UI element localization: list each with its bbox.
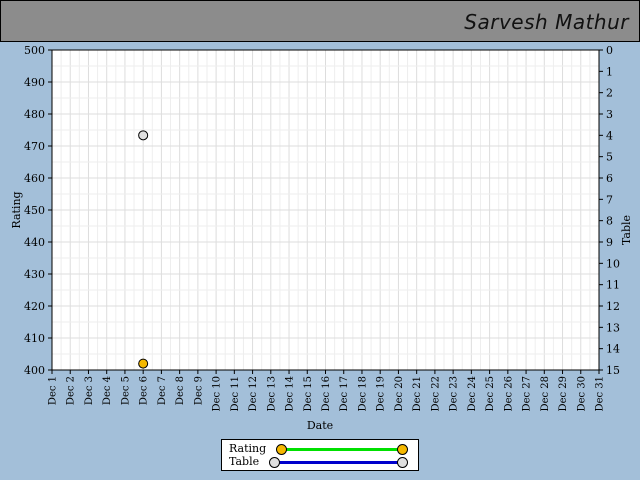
legend-marker xyxy=(397,444,408,455)
x-tick-label: Dec 14 xyxy=(285,376,296,411)
legend-marker xyxy=(397,457,408,468)
axes xyxy=(48,49,603,374)
y-tick-label: 400 xyxy=(24,364,45,377)
x-tick-label: Dec 16 xyxy=(321,376,332,411)
y2-tick-label: 14 xyxy=(606,343,620,356)
y2-tick-label: 12 xyxy=(606,300,620,313)
x-tick-label: Dec 12 xyxy=(248,376,259,411)
y2-tick-label: 0 xyxy=(606,44,613,57)
y-tick-label: 470 xyxy=(24,140,45,153)
x-tick-label: Dec 1 xyxy=(48,376,59,405)
x-tick-label: Dec 29 xyxy=(558,376,569,411)
x-tick-label: Dec 2 xyxy=(66,376,77,405)
x-tick-label: Dec 18 xyxy=(357,376,368,411)
header-bar: Sarvesh Mathur xyxy=(0,0,640,42)
y2-tick-label: 8 xyxy=(606,215,613,228)
y2-axis-label: Table xyxy=(620,215,633,245)
x-tick-label: Dec 22 xyxy=(430,376,441,411)
x-tick-label: Dec 7 xyxy=(157,376,168,405)
grid xyxy=(51,49,600,371)
y-tick-label: 450 xyxy=(24,204,45,217)
y2-tick-label: 15 xyxy=(606,364,620,377)
x-tick-label: Dec 24 xyxy=(467,376,478,411)
legend-item-rating: Rating xyxy=(222,442,418,456)
legend-label: Table xyxy=(229,455,260,468)
y-tick-label: 490 xyxy=(24,76,45,89)
data-points xyxy=(138,130,149,369)
y2-tick-label: 3 xyxy=(606,108,613,121)
x-tick-label: Dec 5 xyxy=(120,376,131,405)
header-title: Sarvesh Mathur xyxy=(464,10,629,34)
y-tick-label: 440 xyxy=(24,236,45,249)
x-tick-label: Dec 27 xyxy=(522,376,533,411)
y2-tick-label: 4 xyxy=(606,129,613,142)
y-tick-labels: 400 410 420 430 440 450 460 470 480 490 500 xyxy=(24,44,45,377)
x-tick-labels: Dec 1 Dec 2 Dec 3 Dec 4 Dec 5 Dec 6 Dec 7 Dec 8… xyxy=(48,376,606,411)
x-tick-label: Dec 6 xyxy=(139,376,150,405)
x-tick-label: Dec 30 xyxy=(576,376,587,411)
x-tick-label: Dec 26 xyxy=(503,376,514,411)
y-tick-label: 500 xyxy=(24,44,45,57)
x-tick-label: Dec 28 xyxy=(540,376,551,411)
y-tick-label: 430 xyxy=(24,268,45,281)
y-tick-label: 460 xyxy=(24,172,45,185)
x-tick-label: Dec 17 xyxy=(339,376,350,411)
y2-tick-label: 13 xyxy=(606,321,620,334)
legend: Rating Table xyxy=(221,439,419,471)
legend-line xyxy=(280,448,402,451)
data-point-table xyxy=(138,130,149,141)
y2-tick-label: 1 xyxy=(606,65,613,78)
legend-marker xyxy=(269,457,280,468)
legend-item-table: Table xyxy=(222,455,418,469)
x-tick-label: Dec 11 xyxy=(230,376,241,411)
x-tick-label: Dec 8 xyxy=(175,376,186,405)
y2-tick-label: 5 xyxy=(606,151,613,164)
y2-tick-label: 2 xyxy=(606,87,613,100)
x-tick-label: Dec 3 xyxy=(84,376,95,405)
data-point-rating xyxy=(138,358,149,369)
x-tick-label: Dec 4 xyxy=(102,376,113,405)
legend-marker xyxy=(276,444,287,455)
x-tick-label: Dec 23 xyxy=(449,376,460,411)
y2-tick-label: 10 xyxy=(606,257,620,270)
x-tick-label: Dec 21 xyxy=(412,376,423,411)
x-tick-label: Dec 10 xyxy=(212,376,223,411)
chart: Dec 1 Dec 2 Dec 3 Dec 4 Dec 5 Dec 6 Dec 7 Dec 8… xyxy=(10,44,633,432)
x-axis-label: Date xyxy=(307,419,333,432)
x-tick-label: Dec 13 xyxy=(266,376,277,411)
y2-tick-label: 6 xyxy=(606,172,613,185)
y-tick-label: 410 xyxy=(24,332,45,345)
x-tick-label: Dec 19 xyxy=(376,376,387,411)
y-tick-label: 480 xyxy=(24,108,45,121)
x-tick-label: Dec 15 xyxy=(303,376,314,411)
legend-label: Rating xyxy=(229,442,267,455)
x-tick-label: Dec 31 xyxy=(595,376,606,411)
y2-tick-label: 7 xyxy=(606,193,613,206)
y2-tick-label: 11 xyxy=(606,279,620,292)
x-tick-label: Dec 9 xyxy=(193,376,204,405)
x-tick-label: Dec 20 xyxy=(394,376,405,411)
y2-tick-label: 9 xyxy=(606,236,613,249)
x-tick-label: Dec 25 xyxy=(485,376,496,411)
y-axis-label: Rating xyxy=(10,191,23,228)
y-tick-label: 420 xyxy=(24,300,45,313)
legend-line xyxy=(274,461,402,464)
